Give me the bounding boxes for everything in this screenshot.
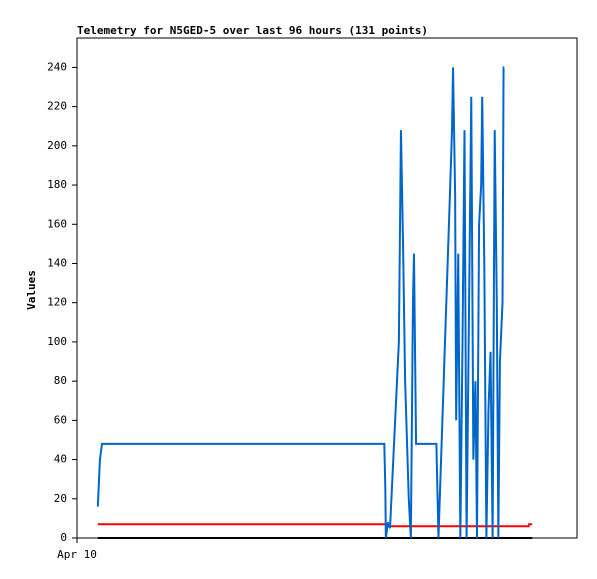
x-tick-label: Apr 10 (57, 548, 97, 561)
y-tick-label: 200 (47, 139, 67, 152)
y-tick-label: 100 (47, 335, 67, 348)
y-tick-label: 60 (54, 413, 67, 426)
y-tick-label: 40 (54, 453, 67, 466)
y-axis-label: Values (25, 270, 38, 310)
y-tick-label: 240 (47, 60, 67, 73)
y-tick-label: 20 (54, 492, 67, 505)
y-tick-label: 80 (54, 374, 67, 387)
series-line (97, 523, 533, 528)
series-line (96, 66, 505, 539)
y-tick-label: 120 (47, 296, 67, 309)
y-tick-label: 0 (60, 531, 67, 544)
y-tick-label: 160 (47, 217, 67, 230)
y-tick-label: 180 (47, 178, 67, 191)
y-tick-label: 140 (47, 256, 67, 269)
chart-title: Telemetry for N5GED-5 over last 96 hours… (77, 24, 428, 37)
y-tick-label: 220 (47, 100, 67, 113)
